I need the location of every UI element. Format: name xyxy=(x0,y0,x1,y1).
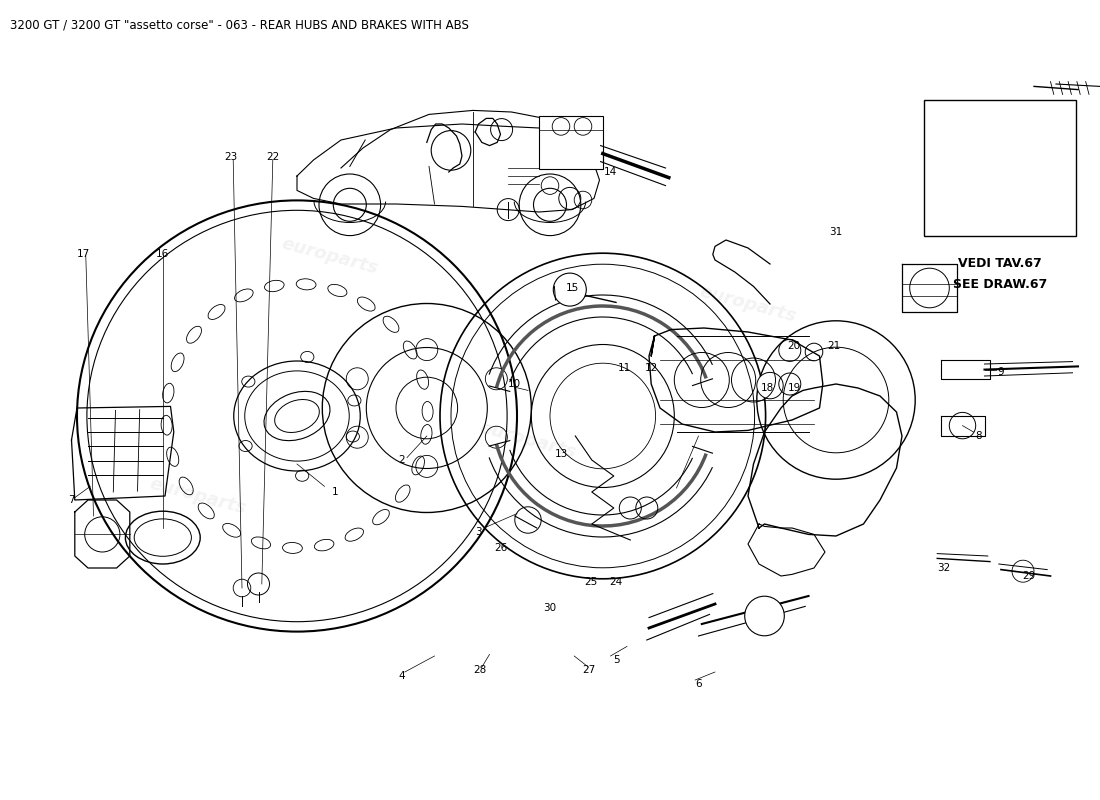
Text: 14: 14 xyxy=(604,167,617,177)
Text: VEDI TAV.67
SEE DRAW.67: VEDI TAV.67 SEE DRAW.67 xyxy=(953,257,1047,290)
Text: 29: 29 xyxy=(1022,571,1035,581)
Bar xyxy=(539,116,603,169)
Circle shape xyxy=(553,273,586,306)
Text: 12: 12 xyxy=(645,363,658,373)
Text: 30: 30 xyxy=(543,603,557,613)
Text: 19: 19 xyxy=(788,383,801,393)
Text: 31: 31 xyxy=(829,227,843,237)
Text: 2: 2 xyxy=(398,455,405,465)
Text: 3200 GT / 3200 GT "assetto corse" - 063 - REAR HUBS AND BRAKES WITH ABS: 3200 GT / 3200 GT "assetto corse" - 063 … xyxy=(10,18,469,31)
Text: 4: 4 xyxy=(398,671,405,681)
Bar xyxy=(924,100,1076,236)
Text: 5: 5 xyxy=(613,655,619,665)
Text: 10: 10 xyxy=(508,379,521,389)
Text: 26: 26 xyxy=(494,543,507,553)
Text: 16: 16 xyxy=(156,250,169,259)
Text: europarts: europarts xyxy=(697,282,799,326)
Text: 13: 13 xyxy=(554,450,568,459)
Text: 9: 9 xyxy=(998,367,1004,377)
Circle shape xyxy=(757,372,783,398)
Text: europarts: europarts xyxy=(279,234,381,278)
Circle shape xyxy=(745,596,784,636)
Text: 25: 25 xyxy=(584,578,597,587)
Text: 21: 21 xyxy=(827,342,840,351)
Text: 24: 24 xyxy=(609,578,623,587)
Text: 8: 8 xyxy=(976,431,982,441)
Text: 20: 20 xyxy=(788,342,801,351)
Text: 32: 32 xyxy=(937,563,950,573)
Text: 6: 6 xyxy=(695,679,702,689)
Text: 17: 17 xyxy=(77,250,90,259)
Text: 3: 3 xyxy=(475,527,482,537)
Text: 15: 15 xyxy=(565,283,579,293)
Text: europarts: europarts xyxy=(477,418,579,462)
Text: 23: 23 xyxy=(224,152,238,162)
Text: 22: 22 xyxy=(266,152,279,162)
Text: 7: 7 xyxy=(68,495,75,505)
Text: 11: 11 xyxy=(618,363,631,373)
Text: 1: 1 xyxy=(332,487,339,497)
Text: 27: 27 xyxy=(582,666,595,675)
Text: 28: 28 xyxy=(473,666,486,675)
Text: 18: 18 xyxy=(761,383,774,393)
Text: europarts: europarts xyxy=(147,474,249,518)
